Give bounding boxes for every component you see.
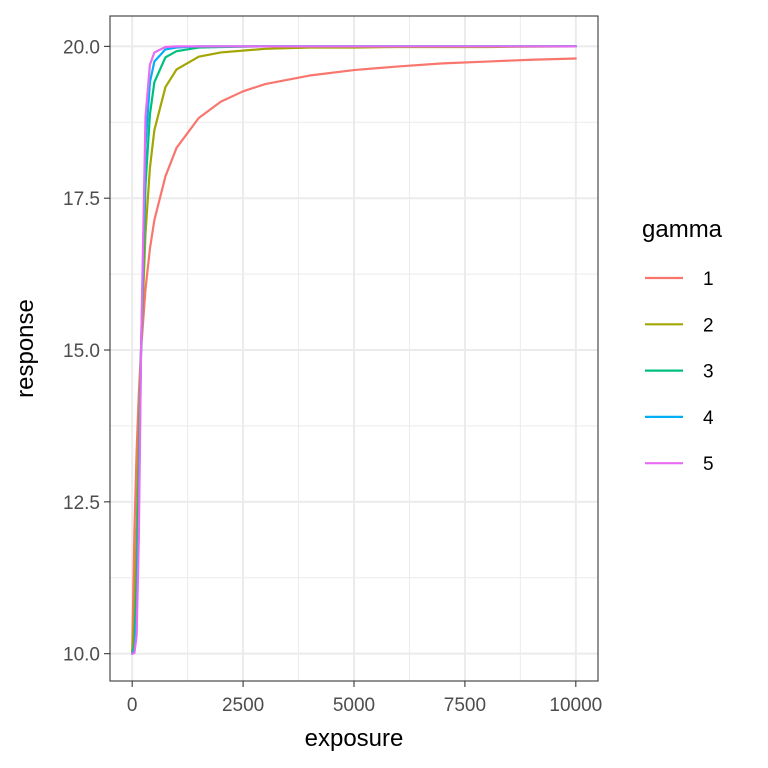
y-tick-label: 20.0 [63, 37, 100, 58]
x-axis-title: exposure [305, 725, 404, 752]
x-tick-label: 7500 [444, 695, 486, 716]
y-tick-label: 12.5 [63, 493, 100, 514]
axis-tick-labels: 0 2500 5000 7500 10000 10.0 12.5 15.0 17.5 20.0 [63, 37, 602, 716]
legend-label-gamma-2: 2 [703, 315, 714, 336]
legend-label-gamma-4: 4 [703, 408, 714, 429]
x-tick-label: 10000 [549, 695, 602, 716]
series-line-gamma-5 [131, 45, 577, 655]
legend-title: gamma [642, 216, 723, 243]
axis-ticks [104, 45, 577, 687]
legend-label-gamma-1: 1 [703, 269, 714, 290]
x-tick-label: 0 [127, 695, 138, 716]
legend-label-gamma-3: 3 [703, 362, 714, 383]
y-tick-label: 17.5 [63, 189, 100, 210]
legend-items: 1 2 3 4 5 [645, 269, 714, 475]
y-tick-label: 10.0 [63, 645, 100, 666]
x-tick-label: 5000 [333, 695, 375, 716]
legend-label-gamma-5: 5 [703, 454, 714, 475]
y-tick-label: 15.0 [63, 341, 100, 362]
series-layer [131, 45, 577, 655]
y-axis-title: response [12, 299, 39, 398]
plot-area [109, 15, 599, 682]
x-tick-label: 2500 [222, 695, 264, 716]
legend: gamma 1 2 3 4 5 [642, 216, 723, 475]
